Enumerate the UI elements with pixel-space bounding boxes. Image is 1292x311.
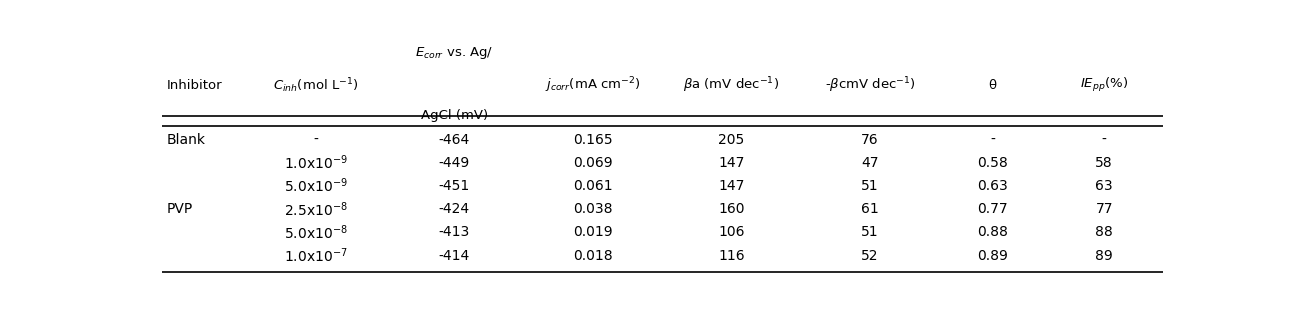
Text: 160: 160 xyxy=(718,202,744,216)
Text: 77: 77 xyxy=(1096,202,1112,216)
Text: -: - xyxy=(1102,133,1107,147)
Text: 0.88: 0.88 xyxy=(977,225,1008,239)
Text: 0.165: 0.165 xyxy=(574,133,612,147)
Text: 1.0x10$^{-9}$: 1.0x10$^{-9}$ xyxy=(284,154,348,172)
Text: Inhibitor: Inhibitor xyxy=(167,79,222,92)
Text: AgCl (mV): AgCl (mV) xyxy=(421,109,488,122)
Text: -: - xyxy=(990,133,995,147)
Text: 116: 116 xyxy=(718,248,744,262)
Text: 51: 51 xyxy=(860,179,879,193)
Text: 0.069: 0.069 xyxy=(574,156,612,170)
Text: 5.0x10$^{-8}$: 5.0x10$^{-8}$ xyxy=(284,223,348,242)
Text: 1.0x10$^{-7}$: 1.0x10$^{-7}$ xyxy=(284,246,348,265)
Text: -451: -451 xyxy=(439,179,470,193)
Text: -449: -449 xyxy=(439,156,470,170)
Text: 2.5x10$^{-8}$: 2.5x10$^{-8}$ xyxy=(284,200,348,219)
Text: -464: -464 xyxy=(439,133,470,147)
Text: Blank: Blank xyxy=(167,133,205,147)
Text: 52: 52 xyxy=(860,248,879,262)
Text: $\mathit{j}_{corr}$(mA cm$^{-2}$): $\mathit{j}_{corr}$(mA cm$^{-2}$) xyxy=(545,75,641,95)
Text: -424: -424 xyxy=(439,202,470,216)
Text: PVP: PVP xyxy=(167,202,193,216)
Text: 58: 58 xyxy=(1096,156,1112,170)
Text: $\mathit{C}_{inh}$(mol L$^{-1}$): $\mathit{C}_{inh}$(mol L$^{-1}$) xyxy=(273,76,359,95)
Text: 0.58: 0.58 xyxy=(977,156,1008,170)
Text: 147: 147 xyxy=(718,179,744,193)
Text: 0.89: 0.89 xyxy=(977,248,1008,262)
Text: 0.018: 0.018 xyxy=(574,248,612,262)
Text: $\mathit{E}_{corr}$ vs. Ag/: $\mathit{E}_{corr}$ vs. Ag/ xyxy=(415,45,494,61)
Text: 0.019: 0.019 xyxy=(574,225,612,239)
Text: -$\beta$cmV dec$^{-1}$): -$\beta$cmV dec$^{-1}$) xyxy=(824,75,915,95)
Text: 47: 47 xyxy=(860,156,879,170)
Text: -413: -413 xyxy=(439,225,470,239)
Text: -: - xyxy=(314,133,318,147)
Text: 147: 147 xyxy=(718,156,744,170)
Text: 89: 89 xyxy=(1096,248,1114,262)
Text: 0.63: 0.63 xyxy=(977,179,1008,193)
Text: θ: θ xyxy=(988,79,996,92)
Text: $\beta$a (mV dec$^{-1}$): $\beta$a (mV dec$^{-1}$) xyxy=(683,75,779,95)
Text: 5.0x10$^{-9}$: 5.0x10$^{-9}$ xyxy=(284,177,348,196)
Text: -414: -414 xyxy=(439,248,470,262)
Text: $\mathit{IE}_{pp}$(%): $\mathit{IE}_{pp}$(%) xyxy=(1080,76,1128,94)
Text: 0.77: 0.77 xyxy=(977,202,1008,216)
Text: 205: 205 xyxy=(718,133,744,147)
Text: 51: 51 xyxy=(860,225,879,239)
Text: 61: 61 xyxy=(860,202,879,216)
Text: 88: 88 xyxy=(1096,225,1114,239)
Text: 0.038: 0.038 xyxy=(574,202,612,216)
Text: 0.061: 0.061 xyxy=(574,179,612,193)
Text: 106: 106 xyxy=(718,225,744,239)
Text: 63: 63 xyxy=(1096,179,1112,193)
Text: 76: 76 xyxy=(860,133,879,147)
